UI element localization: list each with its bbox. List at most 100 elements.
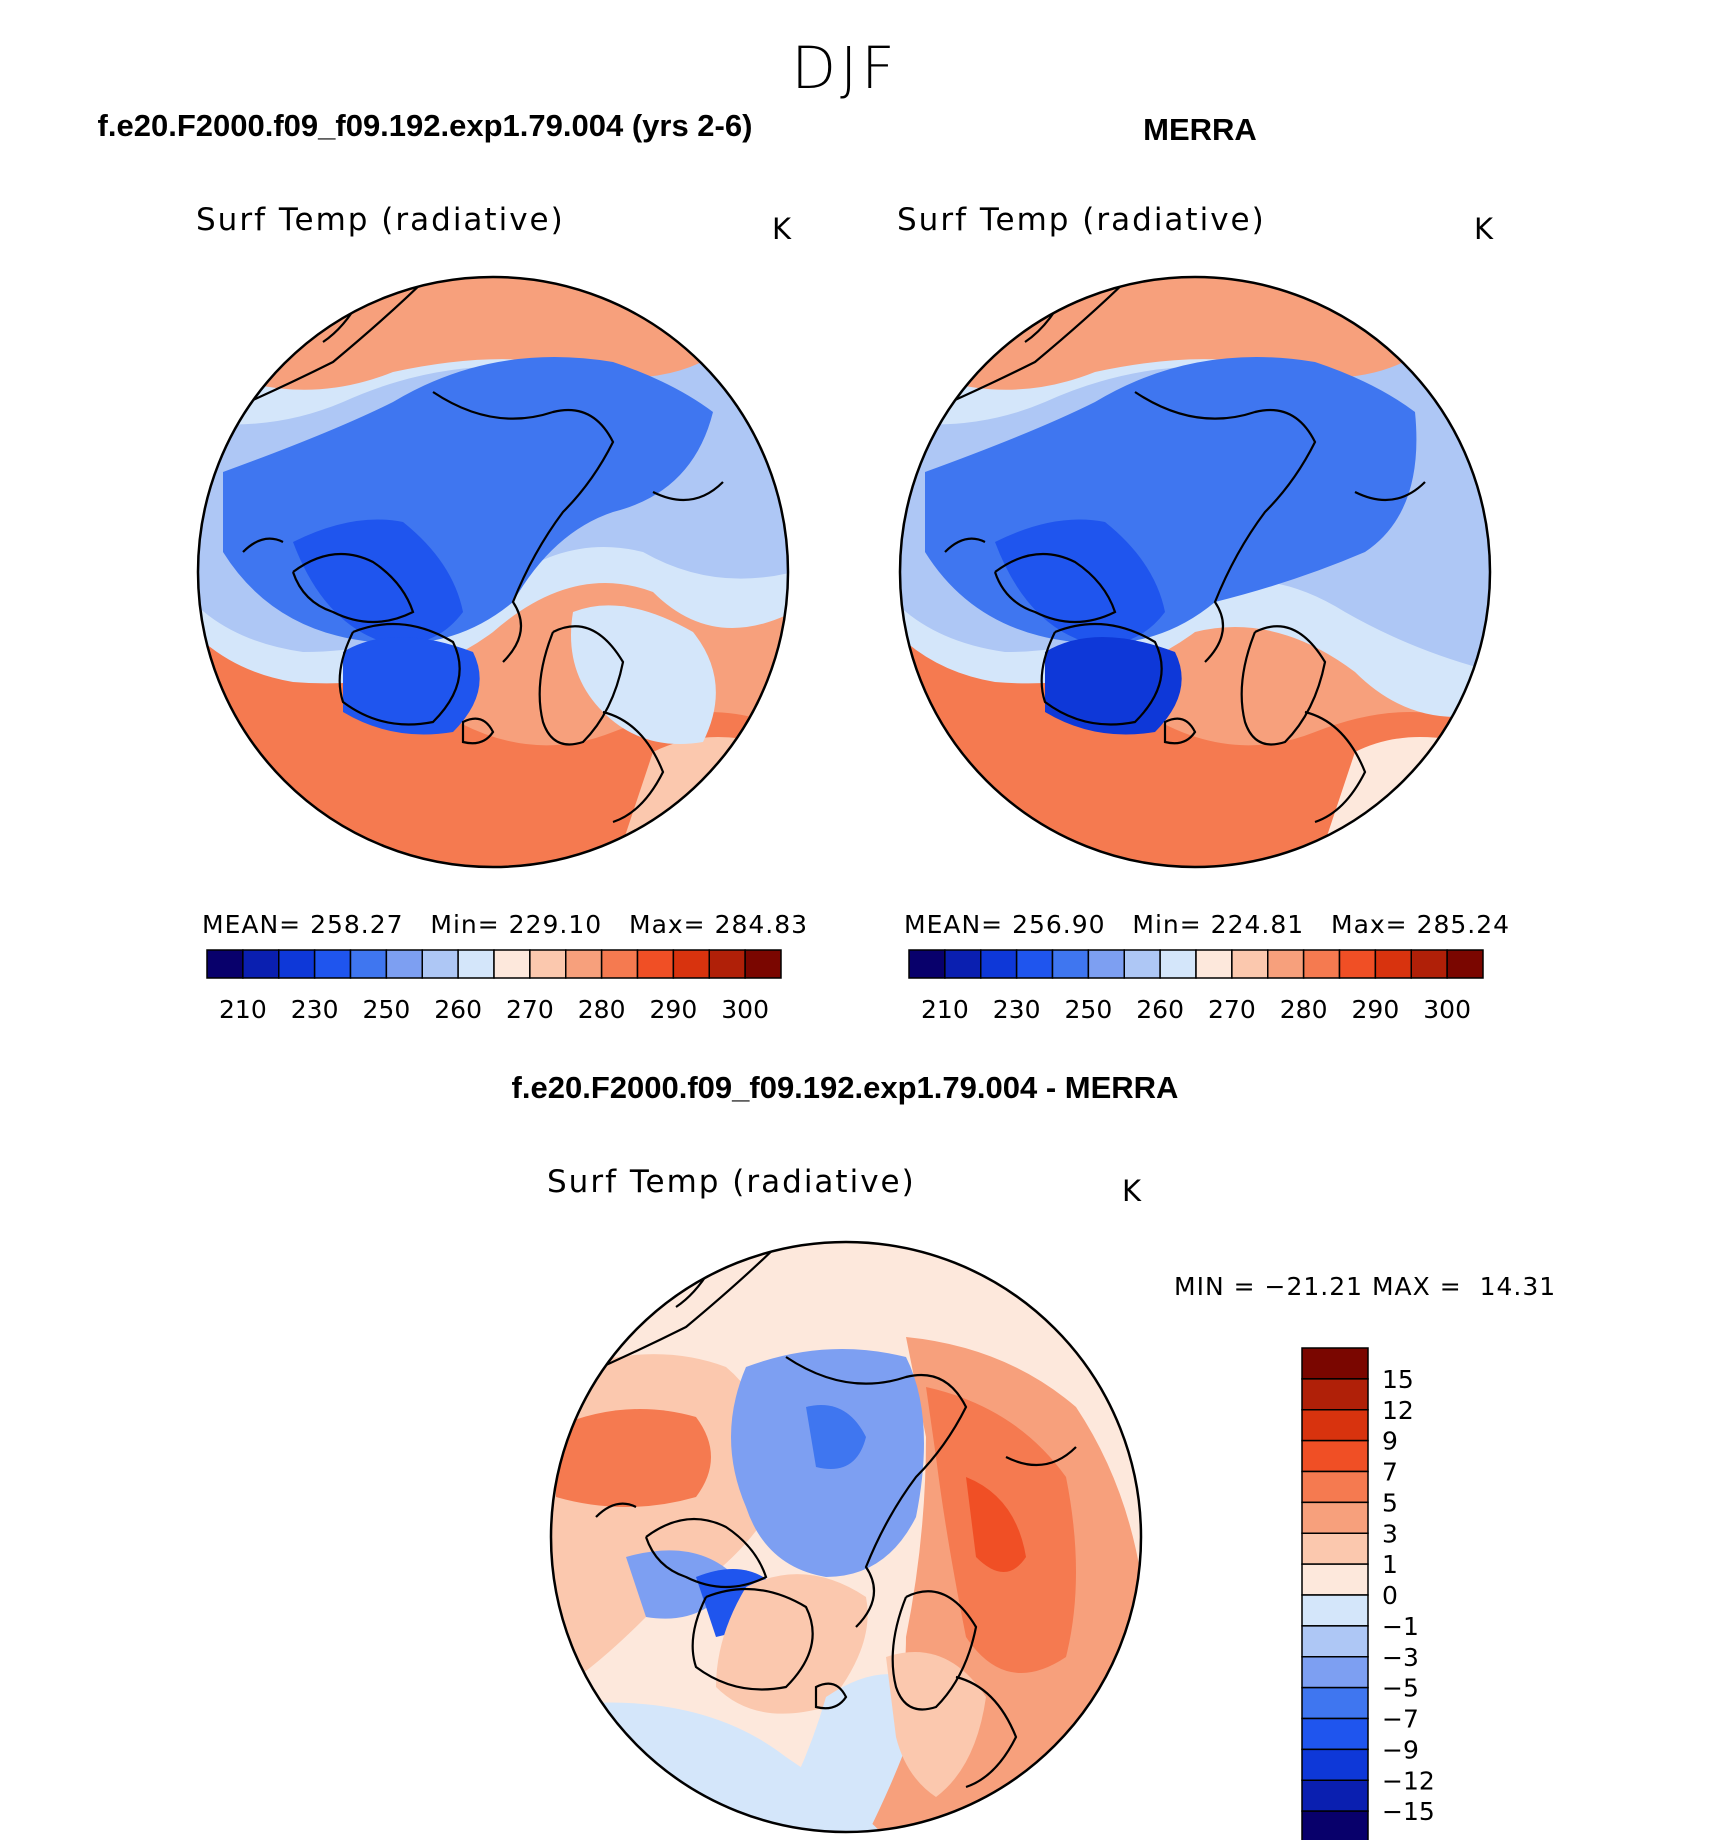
model-colorbar-swatch [349, 949, 388, 979]
diff-variable-label: Surf Temp (radiative) [547, 1164, 916, 1200]
obs-panel-title: MERRA [1143, 112, 1257, 147]
diff-panel-title: f.e20.F2000.f09_f09.192.exp1.79.004 - ME… [511, 1070, 1179, 1105]
diff-colorbar-swatch [1301, 1810, 1369, 1840]
diff-colorbar-tick-label: 15 [1382, 1365, 1414, 1394]
model-colorbar-tick-label: 250 [363, 995, 411, 1024]
model-colorbar-swatch [565, 949, 603, 979]
model-mean-value: 258.27 [310, 910, 404, 939]
diff-min-value: −21.21 [1264, 1272, 1364, 1301]
diff-colorbar-tick-label: 1 [1382, 1550, 1398, 1579]
obs-colorbar-tick-label: 280 [1280, 995, 1328, 1024]
diff-colorbar-tick-label: 7 [1382, 1458, 1398, 1487]
obs-min-value: 224.81 [1210, 910, 1305, 939]
obs-colorbar-swatch [1087, 949, 1125, 979]
obs-colorbar-swatch [1446, 949, 1484, 979]
diff-colorbar-tick-label: 5 [1382, 1488, 1398, 1517]
diff-colorbar-tick-label: −12 [1382, 1766, 1435, 1795]
diff-colorbar-swatch [1301, 1409, 1369, 1442]
model-colorbar-swatch [636, 949, 675, 979]
obs-mean-value: 256.90 [1012, 910, 1106, 939]
model-colorbar-swatch [672, 949, 710, 979]
obs-stats: MEAN= 256.90 Min= 224.81 Max= 285.24 [904, 910, 1511, 939]
obs-colorbar-tick-label: 210 [921, 995, 969, 1024]
figure-season-title: DJF [791, 34, 899, 102]
diff-colorbar-swatch [1301, 1656, 1369, 1689]
obs-colorbar-swatch [980, 949, 1018, 979]
diff-colorbar-tick-label: 0 [1382, 1581, 1398, 1610]
model-units-label: K [772, 212, 792, 246]
model-min-value: 229.10 [508, 910, 603, 939]
model-colorbar-tick-label: 290 [650, 995, 698, 1024]
diff-colorbar-tick-label: −3 [1382, 1643, 1419, 1672]
model-colorbar-swatch [313, 949, 352, 979]
model-colorbar-tick-label: 260 [434, 995, 482, 1024]
model-colorbar-swatch [600, 949, 639, 979]
diff-polar-map [549, 1240, 1143, 1834]
model-stats: MEAN= 258.27 Min= 229.10 Max= 284.83 [202, 910, 809, 939]
model-variable-label: Surf Temp (radiative) [196, 202, 565, 238]
diff-colorbar-swatch [1301, 1470, 1369, 1504]
diff-colorbar-swatch [1301, 1501, 1369, 1534]
diff-colorbar-swatch [1301, 1563, 1369, 1596]
model-colorbar-swatch [457, 949, 495, 979]
model-colorbar-tick-label: 300 [721, 995, 769, 1024]
model-colorbar-swatch [421, 949, 459, 979]
obs-units-label: K [1474, 212, 1494, 246]
diff-colorbar-tick-label: 3 [1382, 1519, 1398, 1548]
obs-colorbar-tick-label: 260 [1136, 995, 1184, 1024]
diff-colorbar-swatch [1301, 1378, 1369, 1411]
obs-variable-label: Surf Temp (radiative) [897, 202, 1266, 238]
diff-max-value: 14.31 [1479, 1272, 1557, 1301]
model-colorbar-tick-label: 210 [219, 995, 267, 1024]
obs-colorbar-tick-label: 250 [1065, 995, 1113, 1024]
diff-units-label: K [1122, 1174, 1142, 1208]
model-panel-title: f.e20.F2000.f09_f09.192.exp1.79.004 (yrs… [97, 108, 753, 143]
model-colorbar-swatch [385, 949, 423, 979]
model-colorbar-swatch [206, 949, 244, 979]
diff-colorbar-tick-label: −5 [1382, 1674, 1419, 1703]
diff-colorbar-tick-label: −7 [1382, 1705, 1419, 1734]
diff-colorbar-swatch [1301, 1779, 1369, 1812]
obs-polar-map [898, 275, 1492, 869]
diff-stats: MIN = −21.21 MAX = 14.31 [1174, 1272, 1557, 1301]
model-colorbar-swatch [529, 949, 567, 979]
diff-colorbar-tick-label: −15 [1382, 1797, 1435, 1826]
obs-colorbar-swatch [1159, 949, 1197, 979]
obs-colorbar-swatch [908, 949, 946, 979]
obs-colorbar-swatch [1195, 949, 1233, 979]
obs-colorbar-swatch [1338, 949, 1377, 979]
diff-colorbar-swatch [1301, 1686, 1369, 1720]
model-colorbar-tick-label: 280 [578, 995, 626, 1024]
obs-colorbar-tick-label: 270 [1208, 995, 1256, 1024]
obs-max-value: 285.24 [1416, 910, 1511, 939]
diff-colorbar-swatch [1301, 1748, 1369, 1781]
diff-colorbar-swatch [1301, 1439, 1369, 1473]
obs-colorbar-swatch [944, 949, 982, 979]
diff-colorbar-tick-label: 9 [1382, 1427, 1398, 1456]
model-colorbar-swatch [493, 949, 531, 979]
obs-colorbar-swatch [1410, 949, 1448, 979]
obs-colorbar-swatch [1231, 949, 1269, 979]
model-colorbar-tick-label: 270 [506, 995, 554, 1024]
obs-colorbar-tick-label: 290 [1352, 995, 1400, 1024]
model-colorbar-tick-label: 230 [291, 995, 339, 1024]
diff-colorbar-swatch [1301, 1717, 1369, 1751]
obs-colorbar-tick-label: 300 [1423, 995, 1471, 1024]
obs-colorbar-tick-label: 230 [993, 995, 1041, 1024]
obs-colorbar-swatch [1267, 949, 1305, 979]
model-max-value: 284.83 [714, 910, 809, 939]
diff-colorbar-swatch [1301, 1625, 1369, 1658]
diff-colorbar-tick-label: −9 [1382, 1735, 1419, 1764]
obs-colorbar-swatch [1015, 949, 1054, 979]
obs-colorbar-swatch [1302, 949, 1341, 979]
diff-colorbar-tick-label: 12 [1382, 1396, 1414, 1425]
model-colorbar-swatch [242, 949, 280, 979]
obs-colorbar-swatch [1123, 949, 1161, 979]
model-colorbar: 210 230 250 260 270 280 290 300 [206, 949, 782, 1024]
diff-colorbar-tick-label: −1 [1382, 1612, 1419, 1641]
model-colorbar-swatch [278, 949, 316, 979]
diff-colorbar-swatch [1301, 1532, 1369, 1565]
diff-colorbar-swatch [1301, 1347, 1369, 1380]
